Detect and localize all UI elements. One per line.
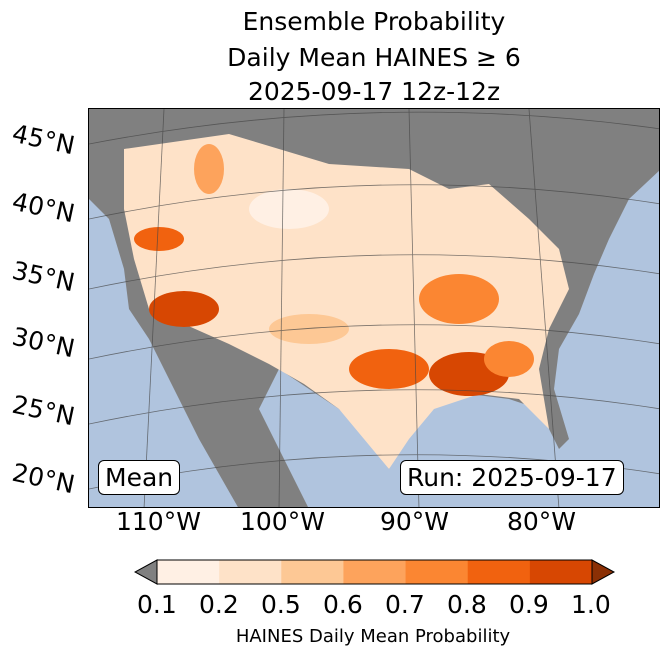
lon-label-100w: 100°W (240, 507, 325, 536)
lon-label-110w: 110°W (116, 507, 201, 536)
colorbar-bin (281, 560, 344, 584)
colorbar-tick: 0.5 (261, 590, 301, 619)
colorbar-tick: 0.2 (199, 590, 239, 619)
colorbar-bin (467, 560, 531, 584)
colorbar-tick: 0.7 (385, 590, 425, 619)
colorbar-tick: 0.9 (509, 590, 549, 619)
mean-label-box: Mean (98, 460, 181, 495)
colorbar-tick: 0.8 (447, 590, 487, 619)
lat-label-30: 30°N (9, 321, 78, 364)
colorbar-tick: 0.6 (323, 590, 363, 619)
title-line-2: Daily Mean HAINES ≥ 6 (227, 43, 521, 72)
lat-label-25: 25°N (9, 389, 78, 432)
colorbar-bin (157, 560, 220, 584)
colorbar-bin (343, 560, 407, 584)
colorbar-tick: 1.0 (571, 590, 611, 619)
run-label-box: Run: 2025-09-17 (400, 460, 624, 495)
colorbar-tick: 0.1 (137, 590, 177, 619)
graticule (89, 109, 659, 507)
colorbar-label: HAINES Daily Mean Probability (235, 626, 511, 647)
lat-label-45: 45°N (9, 118, 78, 161)
title-line-3: 2025-09-17 12z-12z (247, 77, 501, 106)
probability-patches (134, 144, 534, 396)
colorbar (134, 559, 616, 585)
colorbar-bin (219, 560, 282, 584)
colorbar-bin (405, 560, 469, 584)
colorbar-over-arrow (591, 559, 616, 585)
lon-label-90w: 90°W (380, 507, 450, 536)
lat-label-20: 20°N (9, 457, 78, 500)
lat-label-40: 40°N (9, 186, 78, 229)
title-line-1: Ensemble Probability (242, 7, 506, 36)
colorbar-bin (529, 560, 593, 584)
probability-map (88, 108, 660, 508)
colorbar-under-arrow (134, 559, 158, 585)
lon-label-80w: 80°W (507, 507, 577, 536)
lat-label-35: 35°N (9, 255, 78, 298)
